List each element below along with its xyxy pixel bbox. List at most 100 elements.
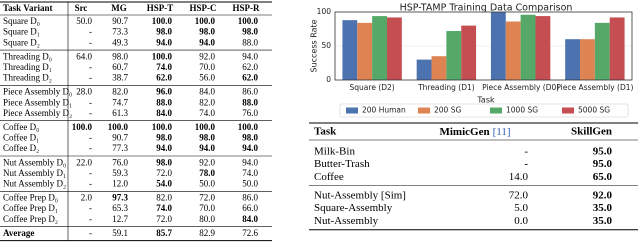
table-cell: 100.0 xyxy=(152,16,173,26)
table-cell: 95.0 xyxy=(593,146,613,158)
table-cell: 49.3 xyxy=(112,37,128,47)
x-tick-label: Threading (D1) xyxy=(417,83,475,92)
table-cell: 100.0 xyxy=(72,122,93,132)
legend-box xyxy=(339,103,629,118)
table-cell: Threading D₂ xyxy=(3,73,52,83)
table-cell: 60.7 xyxy=(112,62,128,72)
table-cell: 94.0 xyxy=(199,143,215,153)
table-cell: 76.0 xyxy=(112,157,128,167)
table-cell: 70.0 xyxy=(199,62,215,72)
bar xyxy=(386,17,402,80)
table-cell: 78.0 xyxy=(199,168,215,178)
bar xyxy=(416,59,432,80)
table-cell: 72.6 xyxy=(242,228,258,238)
table-cell: 94.0 xyxy=(199,37,215,47)
legend-label: 1000 SG xyxy=(506,106,538,115)
table-cell: 98.0 xyxy=(199,27,215,37)
table-cell: 77.3 xyxy=(112,143,128,153)
x-tick-label: Piece Assembly (D0) xyxy=(482,83,559,92)
table-cell: 84.0 xyxy=(156,108,172,118)
bar xyxy=(594,22,610,81)
table-cell: Coffee D₁ xyxy=(3,133,39,143)
legend-swatch xyxy=(418,107,430,114)
legend-swatch xyxy=(346,107,358,114)
table-cell: - xyxy=(89,133,92,143)
column-header: SkillGen xyxy=(571,126,612,138)
table-cell: 56.0 xyxy=(199,73,215,83)
column-header: MimicGen [11] xyxy=(439,126,510,138)
table-cell: 94.0 xyxy=(242,51,258,61)
table-cell: 98.0 xyxy=(156,133,172,143)
table-cell: 100.0 xyxy=(195,16,216,26)
table-cell: 98.0 xyxy=(242,133,258,143)
table-cell: 38.7 xyxy=(112,73,128,83)
table-cell: 88.0 xyxy=(242,37,258,47)
table-cell: 62.0 xyxy=(242,62,258,72)
table-cell: Milk-Bin xyxy=(314,146,355,158)
table-cell: Piece Assembly D₁ xyxy=(3,97,72,107)
table-cell: 61.3 xyxy=(112,108,128,118)
table-cell: 72.0 xyxy=(509,190,529,202)
table-cell: 64.0 xyxy=(76,51,92,61)
table-cell: 100.0 xyxy=(108,122,129,132)
table-cell: Butter-Trash xyxy=(314,158,370,170)
table-cell: Square D₁ xyxy=(3,27,40,37)
table-cell: 72.0 xyxy=(199,193,215,203)
table-cell: - xyxy=(89,37,92,47)
bar xyxy=(535,16,551,80)
table-cell: 96.0 xyxy=(156,87,172,97)
bar xyxy=(580,39,595,80)
chart-title: HSP-TAMP Training Data Comparison xyxy=(400,3,573,14)
table-cell: - xyxy=(89,73,92,83)
table-cell: Piece Assembly D₂ xyxy=(3,108,72,118)
table-cell: 74.0 xyxy=(156,62,172,72)
table-cell: 85.7 xyxy=(156,228,172,238)
table-cell: 74.0 xyxy=(242,168,258,178)
table-cell: 35.0 xyxy=(593,202,613,214)
table-cell: 98.0 xyxy=(156,27,172,37)
table-cell: Nut-Assembly [Sim] xyxy=(314,190,406,202)
table-cell: Nut Assembly D₂ xyxy=(3,178,66,188)
table-cell: 62.0 xyxy=(156,73,172,83)
table-cell: 100.0 xyxy=(238,16,259,26)
legend-swatch xyxy=(490,107,502,114)
table-cell: 65.0 xyxy=(593,171,613,183)
table-cell: 88.0 xyxy=(156,97,172,107)
bar xyxy=(565,39,581,80)
legend-swatch xyxy=(562,107,574,114)
table-cell: 35.0 xyxy=(593,215,613,227)
table-cell: Coffee Prep D₂ xyxy=(3,214,58,224)
bar xyxy=(520,14,536,80)
table-cell: 74.0 xyxy=(156,203,172,213)
y-tick-label: 0 xyxy=(326,75,331,84)
table-cell: 84.0 xyxy=(199,87,215,97)
table-cell: 12.0 xyxy=(112,178,128,188)
table-cell: Nut Assembly D₀ xyxy=(3,157,66,167)
bar xyxy=(431,56,447,80)
table-cell: 2.0 xyxy=(81,193,93,203)
citation: [11] xyxy=(493,126,511,138)
plot-frame xyxy=(334,11,633,81)
table-cell: 98.0 xyxy=(112,51,128,61)
table-cell: 82.0 xyxy=(156,193,172,203)
table-cell: 74.0 xyxy=(199,108,215,118)
legend-label: 200 SG xyxy=(434,106,461,115)
table-cell: 82.0 xyxy=(112,87,128,97)
table-cell: 82.0 xyxy=(199,97,215,107)
table-cell: 80.0 xyxy=(199,214,215,224)
table-cell: 72.0 xyxy=(156,214,172,224)
column-header: Task xyxy=(314,126,337,138)
table-cell: - xyxy=(89,168,92,178)
table-cell: 86.0 xyxy=(242,87,258,97)
legend-label: 200 Human xyxy=(362,106,406,115)
table-cell: - xyxy=(89,143,92,153)
table-cell: 84.0 xyxy=(242,214,258,224)
bar xyxy=(372,16,387,80)
table-cell: 66.0 xyxy=(242,203,258,213)
table-cell: 100.0 xyxy=(238,122,259,132)
table-cell: 14.0 xyxy=(509,171,529,183)
table-cell: - xyxy=(89,178,92,188)
table-cell: 100.0 xyxy=(195,122,216,132)
bar xyxy=(357,22,373,81)
table-cell: 62.0 xyxy=(242,73,258,83)
